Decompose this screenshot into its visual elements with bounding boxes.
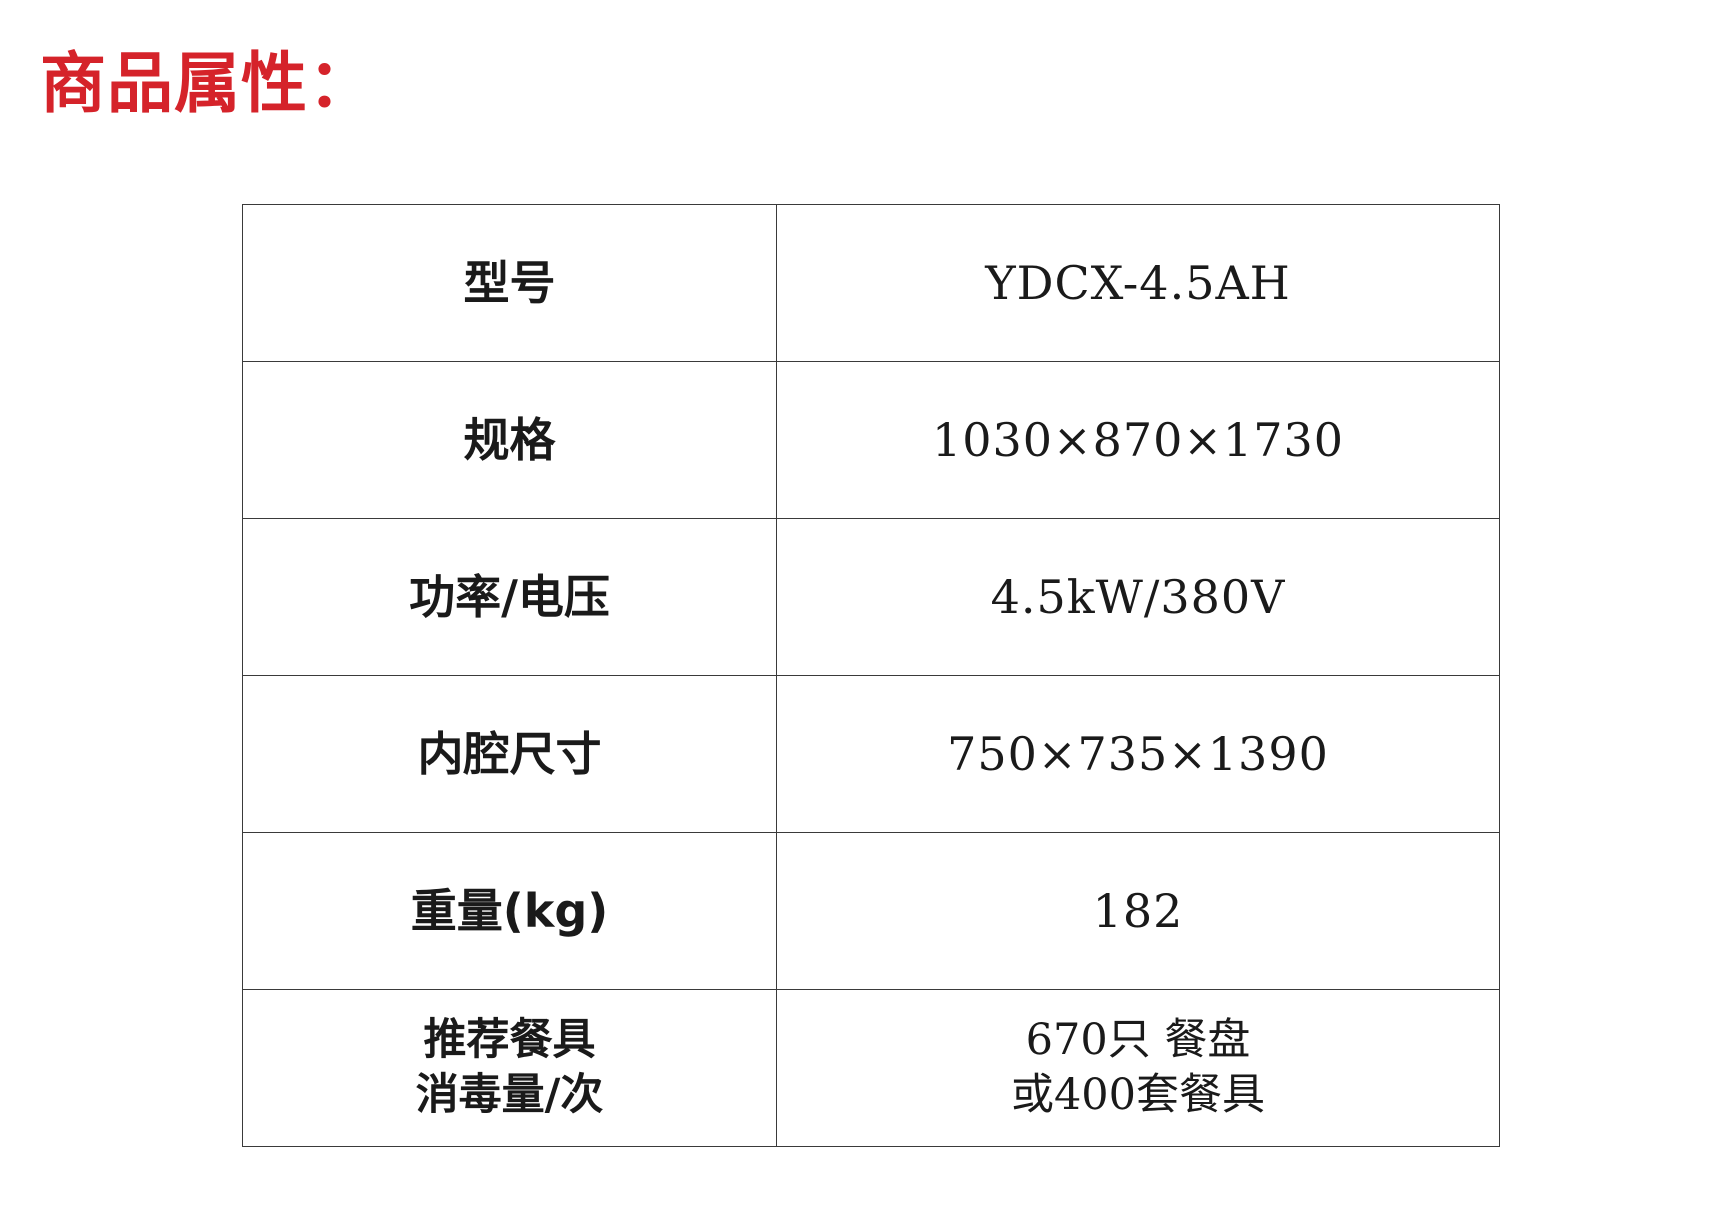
spec-label-power-voltage: 功率/电压: [409, 570, 610, 624]
spec-label-cell-dimensions: 规格: [242, 361, 777, 519]
spec-value-model: YDCX-4.5AH: [985, 256, 1291, 310]
spec-label-model: 型号: [463, 256, 556, 310]
table-row: 型号 YDCX-4.5AH: [242, 204, 1500, 362]
spec-value-cell-dimensions: 1030×870×1730: [776, 361, 1500, 519]
spec-label-cell-recommended-capacity: 推荐餐具 消毒量/次: [242, 989, 777, 1147]
spec-label-cell-cavity-size: 内腔尺寸: [242, 675, 777, 833]
product-spec-table: 型号 YDCX-4.5AH 规格 1030×870×1730 功率/电压: [242, 204, 1500, 1147]
spec-value-cell-recommended-capacity: 670只 餐盘 或400套餐具: [776, 989, 1500, 1147]
spec-value-cell-power-voltage: 4.5kW/380V: [776, 518, 1500, 676]
spec-value-weight: 182: [1092, 884, 1184, 938]
spec-label-recommended-capacity: 推荐餐具 消毒量/次: [249, 1013, 770, 1123]
spec-value-cavity-size: 750×735×1390: [947, 727, 1329, 781]
spec-label-line-2: 消毒量/次: [415, 1070, 604, 1120]
spec-value-power-voltage: 4.5kW/380V: [990, 570, 1286, 624]
table-row: 重量(kg) 182: [242, 832, 1500, 990]
spec-value-recommended-capacity: 670只 餐盘 或400套餐具: [783, 1013, 1493, 1123]
spec-value-line-2: 或400套餐具: [1010, 1070, 1266, 1120]
spec-value-cell-weight: 182: [776, 832, 1500, 990]
spec-value-cell-cavity-size: 750×735×1390: [776, 675, 1500, 833]
spec-label-cavity-size: 内腔尺寸: [417, 727, 602, 781]
spec-label-cell-model: 型号: [242, 204, 777, 362]
table-row: 推荐餐具 消毒量/次 670只 餐盘 或400套餐具: [242, 989, 1500, 1147]
spec-label-dimensions: 规格: [463, 413, 556, 467]
spec-label-cell-power-voltage: 功率/电压: [242, 518, 777, 676]
spec-value-cell-model: YDCX-4.5AH: [776, 204, 1500, 362]
spec-label-line-1: 推荐餐具: [423, 1015, 596, 1065]
spec-label-cell-weight: 重量(kg): [242, 832, 777, 990]
spec-label-weight: 重量(kg): [410, 884, 609, 938]
spec-value-line-1: 670只 餐盘: [1025, 1015, 1251, 1065]
spec-value-dimensions: 1030×870×1730: [931, 413, 1345, 467]
page-title: 商品属性：: [40, 45, 375, 122]
table-row: 规格 1030×870×1730: [242, 361, 1500, 519]
table-row: 功率/电压 4.5kW/380V: [242, 518, 1500, 676]
table-row: 内腔尺寸 750×735×1390: [242, 675, 1500, 833]
